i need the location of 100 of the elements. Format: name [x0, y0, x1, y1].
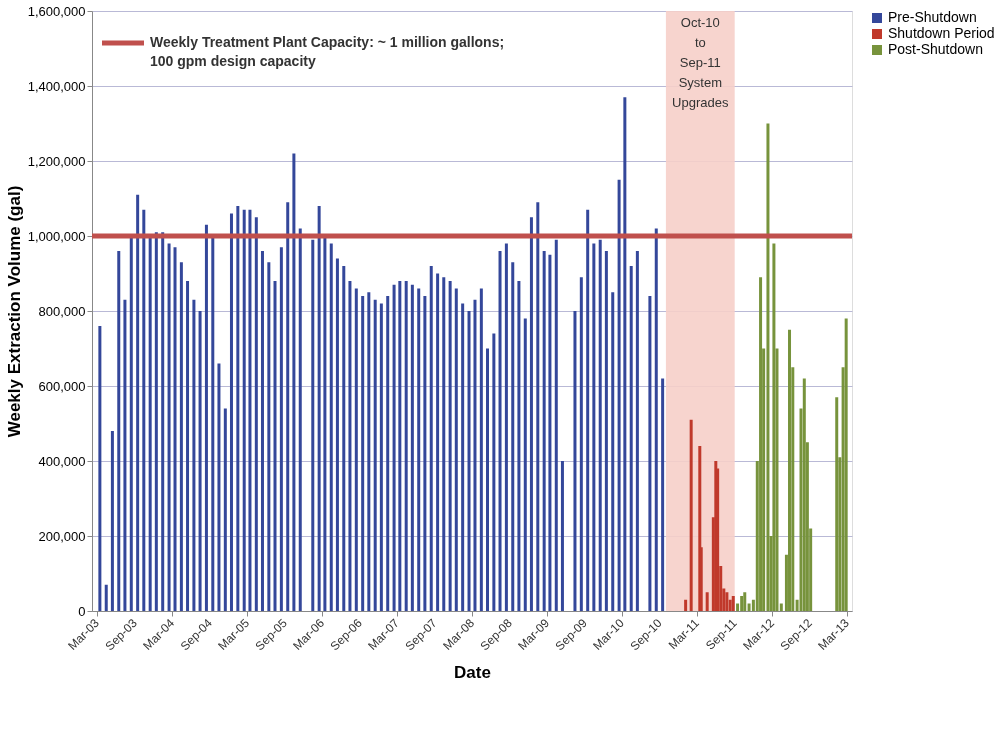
bar: [635, 251, 639, 611]
bar: [684, 599, 688, 611]
bar: [473, 299, 477, 611]
bar: [286, 202, 290, 611]
bar: [104, 584, 108, 611]
bar: [523, 318, 527, 611]
bar: [648, 296, 652, 611]
bar: [229, 213, 233, 611]
bar: [329, 243, 333, 611]
y-axis-title: Weekly Extraction Volume (gal): [4, 185, 24, 438]
bar: [242, 209, 246, 611]
bar: [517, 281, 521, 611]
bar: [498, 251, 502, 611]
band-label: Oct-10 to Sep-11 System Upgrades: [672, 15, 729, 110]
bar: [788, 329, 792, 611]
bar: [410, 284, 414, 611]
bar: [536, 202, 540, 611]
bar: [317, 206, 321, 611]
bar: [260, 251, 264, 611]
bar: [573, 311, 577, 611]
bar: [598, 239, 602, 611]
bar: [654, 228, 658, 611]
bar: [254, 217, 258, 611]
bar: [186, 281, 190, 611]
bar: [661, 378, 665, 611]
bar: [579, 277, 583, 611]
bar: [98, 326, 102, 611]
bar: [323, 236, 327, 611]
bar: [161, 232, 165, 611]
bar: [740, 596, 744, 611]
bar: [454, 288, 458, 611]
legend-label: Weekly Treatment Plant Capacity: ~ 1 million gallons; 100 gpm design capacity: [150, 34, 505, 69]
bar: [442, 277, 446, 611]
y-tick-label: 1,400,000: [27, 78, 86, 94]
bar: [747, 603, 751, 611]
bar: [629, 266, 633, 611]
bar: [142, 209, 146, 611]
bar: [404, 281, 408, 611]
bar: [511, 262, 515, 611]
bar: [504, 243, 508, 611]
bar: [179, 262, 183, 611]
bar: [604, 251, 608, 611]
y-tick-label: 1,600,000: [27, 3, 86, 19]
bar: [486, 348, 489, 611]
bar: [267, 262, 271, 611]
bar: [554, 239, 558, 611]
bar: [204, 224, 208, 611]
bar: [154, 232, 158, 611]
bar: [623, 97, 627, 611]
y-tick-label: 1,200,000: [27, 153, 86, 169]
legend-label: Shutdown Period: [888, 25, 995, 41]
bar: [248, 209, 252, 611]
bar: [342, 266, 346, 611]
bar: [273, 281, 277, 611]
bar: [173, 247, 177, 611]
bar: [292, 153, 296, 611]
bar: [129, 236, 133, 611]
y-tick-label: 0: [78, 603, 86, 619]
bar: [348, 281, 352, 611]
bar: [743, 592, 747, 611]
bar: [110, 431, 114, 611]
bar: [361, 296, 365, 611]
bar: [417, 288, 421, 611]
bar: [617, 179, 621, 611]
bar: [802, 378, 806, 611]
bar: [392, 284, 396, 611]
bar: [548, 254, 552, 611]
bar: [766, 123, 770, 611]
bar: [689, 419, 693, 611]
bar: [211, 236, 215, 611]
bar: [217, 363, 221, 611]
y-tick-label: 1,000,000: [27, 228, 86, 244]
bar: [335, 258, 339, 611]
bar: [236, 206, 240, 611]
y-tick-label: 600,000: [38, 378, 86, 394]
bar: [835, 397, 839, 611]
bar: [725, 592, 729, 611]
bar: [386, 296, 390, 611]
bar: [192, 299, 196, 611]
bar: [123, 299, 127, 611]
bar: [379, 303, 383, 611]
y-tick-label: 800,000: [38, 303, 86, 319]
bar: [705, 592, 709, 611]
bar: [136, 194, 140, 611]
bar: [611, 292, 615, 611]
bar: [223, 408, 227, 611]
bar: [398, 281, 402, 611]
bar: [373, 299, 377, 611]
y-tick-label: 200,000: [38, 528, 86, 544]
legend-label: Post-Shutdown: [888, 41, 983, 57]
bar: [298, 228, 302, 611]
bar: [844, 318, 848, 611]
bar: [467, 311, 471, 611]
x-axis-title: Date: [454, 663, 491, 682]
bar: [448, 281, 452, 611]
bar: [311, 239, 315, 611]
bar: [367, 292, 371, 611]
bar: [117, 251, 121, 611]
bar: [461, 303, 465, 611]
bar: [429, 266, 433, 611]
